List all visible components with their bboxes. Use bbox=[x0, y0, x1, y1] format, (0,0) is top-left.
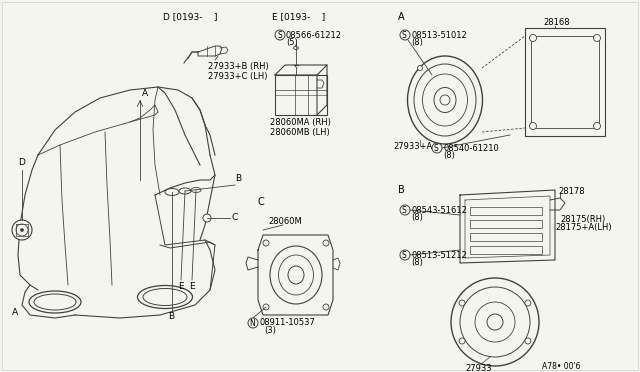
Bar bbox=[275, 75, 327, 115]
Bar bbox=[470, 246, 542, 254]
Bar bbox=[531, 36, 599, 128]
Text: 28175+A(LH): 28175+A(LH) bbox=[555, 223, 612, 232]
Ellipse shape bbox=[29, 291, 81, 313]
Ellipse shape bbox=[294, 46, 298, 49]
Text: 08513-51012: 08513-51012 bbox=[411, 31, 467, 40]
Text: S: S bbox=[402, 251, 407, 260]
Circle shape bbox=[525, 338, 531, 344]
Circle shape bbox=[16, 224, 28, 236]
Circle shape bbox=[323, 240, 329, 246]
Circle shape bbox=[263, 304, 269, 310]
Ellipse shape bbox=[278, 255, 314, 295]
Circle shape bbox=[263, 240, 269, 246]
Circle shape bbox=[525, 300, 531, 306]
Text: 08566-61212: 08566-61212 bbox=[286, 31, 342, 40]
Ellipse shape bbox=[165, 189, 179, 196]
Text: A: A bbox=[12, 308, 18, 317]
Ellipse shape bbox=[143, 289, 187, 305]
Circle shape bbox=[440, 95, 450, 105]
Circle shape bbox=[20, 228, 24, 231]
Circle shape bbox=[12, 220, 32, 240]
Text: A: A bbox=[142, 89, 148, 98]
Text: (8): (8) bbox=[411, 258, 423, 267]
Text: B: B bbox=[235, 174, 241, 183]
Text: A78• 00'6: A78• 00'6 bbox=[541, 362, 580, 371]
Text: 28168: 28168 bbox=[543, 18, 570, 27]
Text: D: D bbox=[18, 158, 25, 167]
Text: E [0193-    ]: E [0193- ] bbox=[272, 12, 325, 21]
Text: D [0193-    ]: D [0193- ] bbox=[163, 12, 218, 21]
Text: (8): (8) bbox=[411, 213, 423, 222]
Circle shape bbox=[459, 338, 465, 344]
Ellipse shape bbox=[408, 56, 483, 144]
Text: (3): (3) bbox=[264, 326, 276, 335]
Text: 08543-51612: 08543-51612 bbox=[411, 206, 467, 215]
Text: S: S bbox=[402, 206, 407, 215]
Text: 27933+A: 27933+A bbox=[393, 142, 432, 151]
Circle shape bbox=[323, 304, 329, 310]
Bar bbox=[470, 233, 542, 241]
Ellipse shape bbox=[475, 302, 515, 342]
Circle shape bbox=[203, 214, 211, 222]
Text: 28175(RH): 28175(RH) bbox=[560, 215, 605, 224]
Ellipse shape bbox=[460, 287, 530, 357]
Text: S: S bbox=[277, 31, 282, 40]
Ellipse shape bbox=[288, 266, 304, 284]
Text: 28060M: 28060M bbox=[268, 217, 301, 226]
Text: (8): (8) bbox=[443, 151, 455, 160]
Circle shape bbox=[417, 65, 422, 71]
Text: 28178: 28178 bbox=[558, 187, 584, 196]
Ellipse shape bbox=[138, 285, 193, 308]
Circle shape bbox=[529, 122, 536, 129]
Text: E: E bbox=[178, 282, 184, 291]
Ellipse shape bbox=[191, 187, 201, 192]
Text: 27933: 27933 bbox=[465, 364, 492, 372]
Ellipse shape bbox=[34, 294, 76, 310]
Bar bbox=[525, 28, 605, 136]
Text: N: N bbox=[250, 319, 255, 328]
Text: A: A bbox=[398, 12, 404, 22]
Text: C: C bbox=[232, 214, 238, 222]
Text: 27933+B (RH)
27933+C (LH): 27933+B (RH) 27933+C (LH) bbox=[208, 62, 269, 81]
Ellipse shape bbox=[434, 87, 456, 112]
Ellipse shape bbox=[414, 64, 476, 136]
Circle shape bbox=[459, 300, 465, 306]
Bar bbox=[470, 207, 542, 215]
Ellipse shape bbox=[179, 188, 191, 194]
Text: C: C bbox=[258, 197, 265, 207]
Text: 28060MA (RH)
28060MB (LH): 28060MA (RH) 28060MB (LH) bbox=[270, 118, 331, 137]
Text: S: S bbox=[434, 144, 439, 153]
Text: B: B bbox=[398, 185, 404, 195]
Ellipse shape bbox=[270, 246, 322, 304]
Circle shape bbox=[593, 122, 600, 129]
Text: 08911-10537: 08911-10537 bbox=[259, 318, 315, 327]
Text: B: B bbox=[168, 312, 174, 321]
Ellipse shape bbox=[422, 74, 467, 126]
Bar bbox=[470, 220, 542, 228]
Circle shape bbox=[593, 35, 600, 42]
Text: S: S bbox=[402, 31, 407, 40]
Text: 08540-61210: 08540-61210 bbox=[443, 144, 499, 153]
Text: (5): (5) bbox=[286, 38, 298, 47]
Text: 08513-51212: 08513-51212 bbox=[411, 251, 467, 260]
Ellipse shape bbox=[451, 278, 539, 366]
Circle shape bbox=[487, 314, 503, 330]
Circle shape bbox=[529, 35, 536, 42]
Text: E: E bbox=[189, 282, 195, 291]
Text: (8): (8) bbox=[411, 38, 423, 47]
